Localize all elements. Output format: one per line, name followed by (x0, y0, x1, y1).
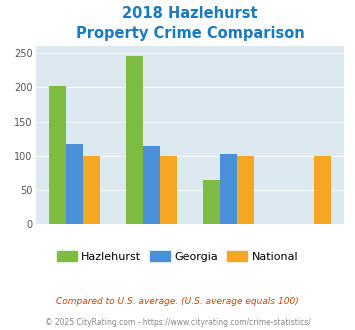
Text: © 2025 CityRating.com - https://www.cityrating.com/crime-statistics/: © 2025 CityRating.com - https://www.city… (45, 318, 310, 327)
Bar (83, 156, 100, 224)
Bar (220, 154, 237, 224)
Bar (314, 156, 331, 224)
Bar (160, 156, 177, 224)
Bar (49, 86, 66, 224)
Text: Compared to U.S. average. (U.S. average equals 100): Compared to U.S. average. (U.S. average … (56, 297, 299, 306)
Title: 2018 Hazlehurst
Property Crime Comparison: 2018 Hazlehurst Property Crime Compariso… (76, 6, 304, 41)
Bar (66, 144, 83, 224)
Bar (203, 180, 220, 224)
Legend: Hazlehurst, Georgia, National: Hazlehurst, Georgia, National (52, 247, 303, 267)
Bar (126, 56, 143, 224)
Bar (237, 156, 254, 224)
Bar (143, 146, 160, 224)
